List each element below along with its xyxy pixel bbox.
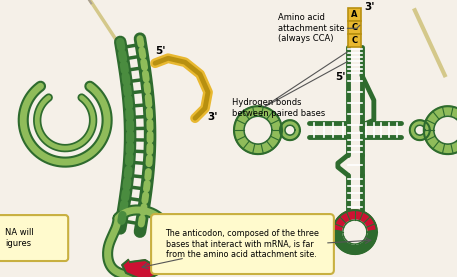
Polygon shape	[424, 106, 457, 154]
Text: C: C	[351, 23, 357, 32]
Polygon shape	[234, 106, 282, 154]
Polygon shape	[244, 116, 272, 144]
Text: 5': 5'	[335, 72, 345, 82]
FancyBboxPatch shape	[348, 34, 361, 47]
Text: 5': 5'	[155, 46, 165, 56]
Text: Hydrogen bonds
between paired bases: Hydrogen bonds between paired bases	[232, 99, 325, 118]
FancyBboxPatch shape	[0, 215, 68, 261]
Text: 3': 3'	[364, 2, 374, 12]
Text: A: A	[351, 10, 358, 19]
Text: The anticodon, composed of the three
bases that interact with mRNA, is far
from : The anticodon, composed of the three bas…	[165, 229, 319, 259]
Text: C: C	[351, 36, 357, 45]
FancyBboxPatch shape	[348, 8, 361, 21]
Polygon shape	[333, 210, 377, 254]
Polygon shape	[343, 220, 367, 244]
Polygon shape	[410, 120, 430, 140]
Text: 3': 3'	[207, 112, 218, 122]
FancyBboxPatch shape	[151, 214, 334, 274]
FancyBboxPatch shape	[348, 21, 361, 34]
Polygon shape	[122, 260, 158, 277]
Polygon shape	[415, 125, 425, 135]
Polygon shape	[280, 120, 300, 140]
Polygon shape	[434, 116, 457, 144]
Polygon shape	[285, 125, 295, 135]
Text: Amino acid
attachment site
(always CCA): Amino acid attachment site (always CCA)	[278, 13, 360, 43]
Text: NA will
igures: NA will igures	[5, 228, 34, 248]
Polygon shape	[333, 210, 377, 232]
